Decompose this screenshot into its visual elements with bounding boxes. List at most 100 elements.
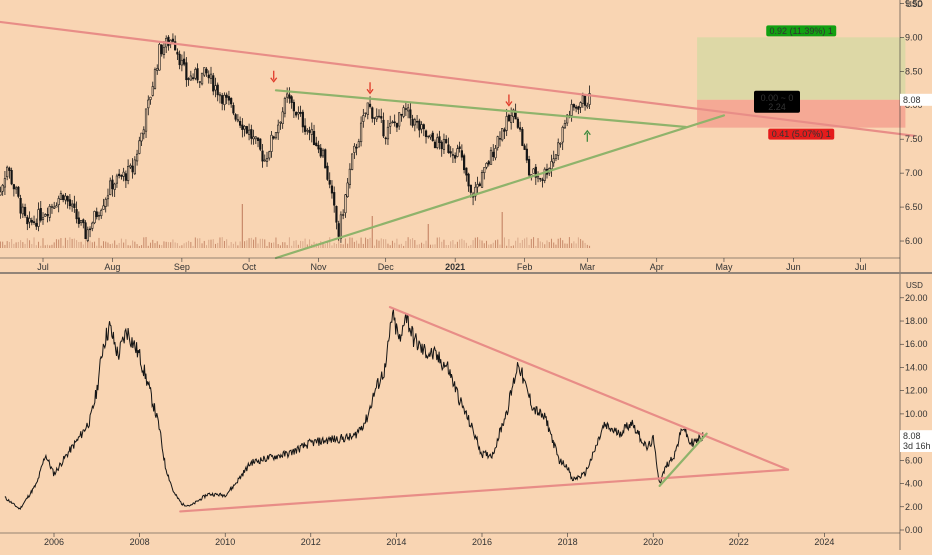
candle-body	[53, 206, 56, 209]
bottom-x-tick-label: 2012	[301, 537, 321, 547]
volume-bar	[300, 240, 302, 248]
trendline-long-support	[179, 468, 790, 513]
candle-body	[189, 75, 192, 81]
candle-body	[57, 198, 60, 206]
candle-body	[149, 96, 152, 100]
volume-bar	[438, 237, 440, 248]
top-y-tick-label: 7.00	[905, 168, 923, 178]
candle-body	[442, 138, 446, 150]
arrow-down-head	[505, 101, 513, 107]
candle-body	[317, 144, 320, 150]
volume-bar	[152, 239, 154, 248]
candle-body	[557, 142, 560, 156]
volume-bar	[530, 238, 532, 248]
top-pane[interactable]: 0.92 (11.39%) 1 0.41 (5.07%) 1 0.00 ~ 0 …	[0, 0, 932, 272]
candle-body	[577, 106, 580, 110]
candle-body	[552, 158, 555, 164]
top-x-tick-label: Feb	[517, 262, 533, 272]
candle-body	[167, 36, 170, 46]
top-x-tick-label: Oct	[242, 262, 257, 272]
candle-body	[469, 184, 472, 193]
candle-body	[384, 137, 387, 140]
candle-body	[487, 161, 490, 165]
bottom-x-tick-label: 2018	[558, 537, 578, 547]
volume-bar	[340, 243, 342, 248]
candle-body	[579, 102, 582, 108]
volume-bar	[62, 245, 64, 248]
bottom-y-tick-label: 16.00	[905, 339, 928, 349]
bottom-trendlines[interactable]	[179, 305, 790, 513]
candle-body	[480, 172, 484, 188]
volume-bar	[172, 239, 174, 248]
candle-body	[583, 95, 587, 106]
candle-body	[478, 183, 481, 186]
candle-body	[328, 180, 331, 185]
candle-body	[373, 117, 376, 119]
volume-bar	[120, 238, 122, 248]
candle-body	[200, 72, 204, 85]
candle-body	[512, 109, 515, 117]
volume-bar	[568, 237, 570, 248]
volume-bar	[235, 241, 237, 248]
volume-bar	[302, 241, 304, 248]
candle-body	[120, 175, 123, 177]
volume-bar	[347, 243, 349, 248]
candle-body	[418, 120, 421, 131]
volume-bar	[412, 238, 414, 248]
candle-body	[286, 93, 289, 98]
candle-body	[102, 205, 105, 210]
top-x-tick-label: Jul	[37, 262, 49, 272]
volume-bar	[524, 238, 526, 248]
top-trendlines[interactable]	[0, 17, 916, 260]
candle-body	[39, 208, 42, 221]
candle-body	[12, 184, 15, 190]
candle-body	[28, 218, 31, 223]
candle-body	[588, 93, 591, 105]
target-zone[interactable]	[697, 37, 906, 100]
candle-body	[346, 182, 349, 197]
bottom-y-tick-label: 18.00	[905, 316, 928, 326]
volume-bar	[367, 239, 369, 248]
volume-bar	[264, 239, 266, 248]
candle-body	[82, 219, 85, 224]
arrow-down-head	[366, 88, 374, 95]
volume-bar	[42, 238, 44, 248]
volume-bar	[116, 244, 118, 248]
candle-body	[319, 147, 322, 157]
volume-bar	[409, 239, 411, 248]
volume-bar	[167, 242, 169, 248]
candle-body	[124, 173, 127, 181]
volume-bar	[141, 245, 143, 248]
bottom-pane[interactable]: 2006 2008 2010 2012 2014 2016 2018 2020 2022 2024…	[0, 274, 932, 550]
volume-bar	[474, 237, 476, 248]
candle-body	[398, 112, 401, 127]
bottom-y-tick-label: 12.00	[905, 386, 928, 396]
bottom-time-box	[900, 440, 932, 452]
volume-bar	[158, 244, 160, 248]
volume-bar	[492, 242, 494, 248]
volume-bar	[13, 243, 15, 248]
volume-bar	[463, 240, 465, 248]
bottom-x-tick-label: 2006	[44, 537, 64, 547]
candle-body	[382, 119, 385, 137]
volume-bar	[400, 243, 402, 248]
candle-body	[427, 135, 430, 138]
volume-bar	[105, 241, 107, 248]
candle-body	[308, 130, 311, 133]
volume-bar	[329, 237, 331, 248]
top-x-tick-label: Jun	[786, 262, 801, 272]
volume-bar	[29, 240, 31, 248]
top-position-tool[interactable]	[697, 37, 906, 128]
volume-bar	[203, 240, 205, 248]
info-label-box	[754, 90, 800, 113]
candle-body	[498, 138, 502, 140]
volume-bar	[430, 244, 432, 248]
candle-body	[115, 175, 119, 184]
candle-body	[252, 136, 255, 140]
volume-bar	[349, 237, 351, 248]
candle-body	[566, 114, 569, 124]
volume-bar	[456, 241, 458, 248]
candle-body	[245, 126, 248, 134]
